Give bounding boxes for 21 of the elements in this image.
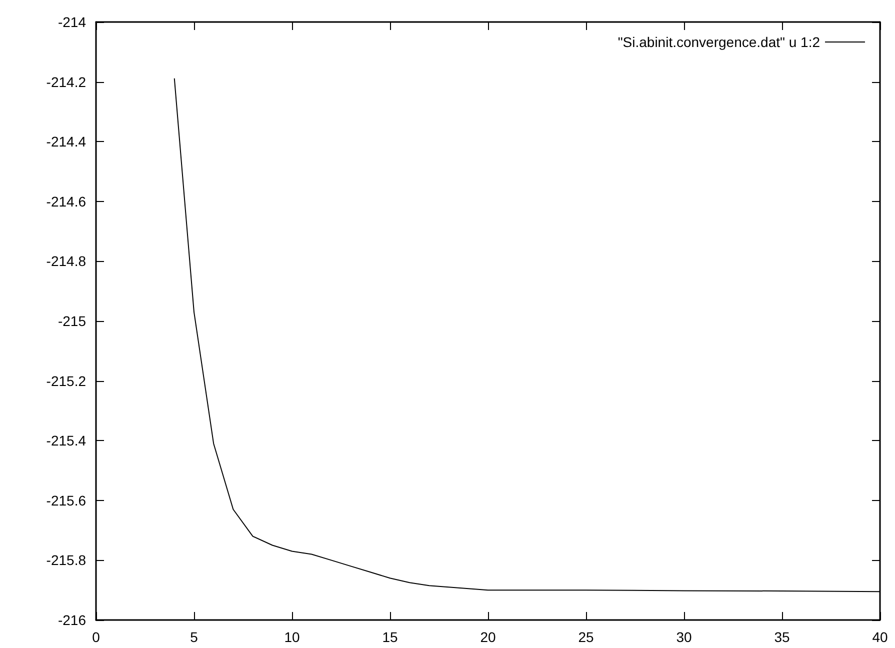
x-tick-label: 20 <box>480 629 496 645</box>
x-tick-label: 5 <box>190 629 198 645</box>
y-tick-label: -216 <box>58 612 86 628</box>
y-tick-label: -215.2 <box>46 372 86 389</box>
y-tick-label: -214.4 <box>46 134 86 150</box>
x-tick-label: 10 <box>284 629 300 645</box>
y-tick-label: -214 <box>58 14 86 30</box>
y-tick-label: -214.6 <box>46 193 86 210</box>
y-tick-label: -214.8 <box>46 253 86 270</box>
x-tick-label: 0 <box>92 629 100 645</box>
x-tick-label: 15 <box>382 629 398 645</box>
x-tick-label: 25 <box>578 629 594 645</box>
y-tick-label: -215 <box>58 313 86 329</box>
x-tick-label: 40 <box>872 629 888 645</box>
y-tick-label: -214.2 <box>46 74 86 90</box>
y-tick-label: -215.4 <box>46 432 86 449</box>
x-tick-label: 35 <box>774 629 790 645</box>
y-tick-label: -215.8 <box>46 552 86 568</box>
y-tick-label: -215.6 <box>46 492 86 508</box>
x-tick-label: 30 <box>676 629 692 645</box>
legend-label: "Si.abinit.convergence.dat" u 1:2 <box>618 34 820 50</box>
